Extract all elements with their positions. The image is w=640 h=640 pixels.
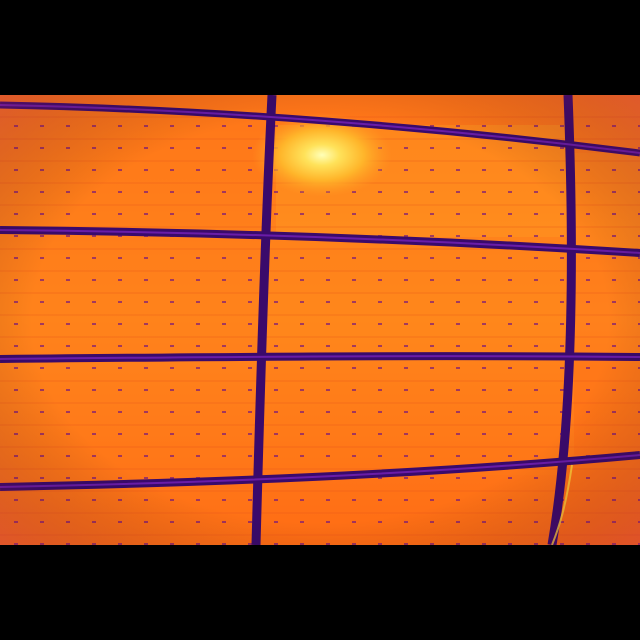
edge-shading [0,95,640,545]
thermal-image [0,95,640,545]
solar-array-thermal-view [0,95,640,545]
